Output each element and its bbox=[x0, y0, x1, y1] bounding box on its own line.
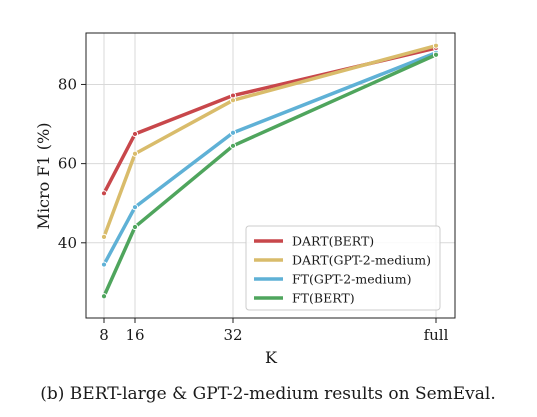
legend-label: DART(BERT) bbox=[292, 234, 374, 249]
series-line bbox=[102, 51, 438, 267]
series-line bbox=[102, 46, 438, 196]
legend-label: FT(BERT) bbox=[292, 291, 355, 306]
data-point bbox=[100, 190, 108, 197]
data-point bbox=[100, 261, 108, 268]
data-point bbox=[100, 293, 108, 300]
grid-lines bbox=[86, 33, 455, 318]
series-lines bbox=[100, 42, 440, 300]
series-line bbox=[102, 53, 438, 298]
y-axis-title: Micro F1 (%) bbox=[34, 123, 53, 230]
x-axis-title: K bbox=[265, 348, 278, 367]
x-axis-ticks: 8 16 32 full bbox=[99, 318, 449, 344]
series-dart-gpt-2-medium bbox=[100, 42, 440, 240]
y-tick-label: 80 bbox=[58, 75, 77, 93]
x-tick-label: full bbox=[424, 326, 449, 344]
legend-box bbox=[245, 225, 441, 311]
data-point bbox=[131, 204, 139, 211]
plot-frame bbox=[85, 32, 456, 319]
figure-caption: (b) BERT-large & GPT-2-medium results on… bbox=[40, 384, 496, 404]
data-point bbox=[131, 130, 139, 138]
data-point bbox=[229, 129, 237, 136]
series-ft-bert bbox=[100, 51, 440, 300]
data-point bbox=[131, 150, 139, 157]
x-tick-label: 16 bbox=[125, 326, 144, 344]
data-point bbox=[432, 51, 440, 58]
y-axis-ticks: 40 60 80 bbox=[58, 75, 86, 252]
legend-label: DART(GPT-2-medium) bbox=[292, 253, 431, 268]
data-point bbox=[229, 97, 237, 104]
data-point bbox=[100, 233, 108, 240]
series-line bbox=[102, 43, 438, 239]
x-tick-label: 8 bbox=[99, 326, 109, 344]
data-point bbox=[229, 142, 237, 149]
y-tick-label: 40 bbox=[58, 234, 77, 252]
data-point bbox=[131, 223, 139, 231]
series-dart-bert bbox=[100, 44, 440, 197]
x-tick-label: 32 bbox=[223, 326, 242, 344]
legend-label: FT(GPT-2-medium) bbox=[292, 272, 411, 287]
legend: DART(BERT) DART(GPT-2-medium) FT(GPT-2-med… bbox=[245, 225, 441, 311]
data-point bbox=[432, 42, 440, 49]
y-tick-label: 60 bbox=[58, 155, 77, 173]
